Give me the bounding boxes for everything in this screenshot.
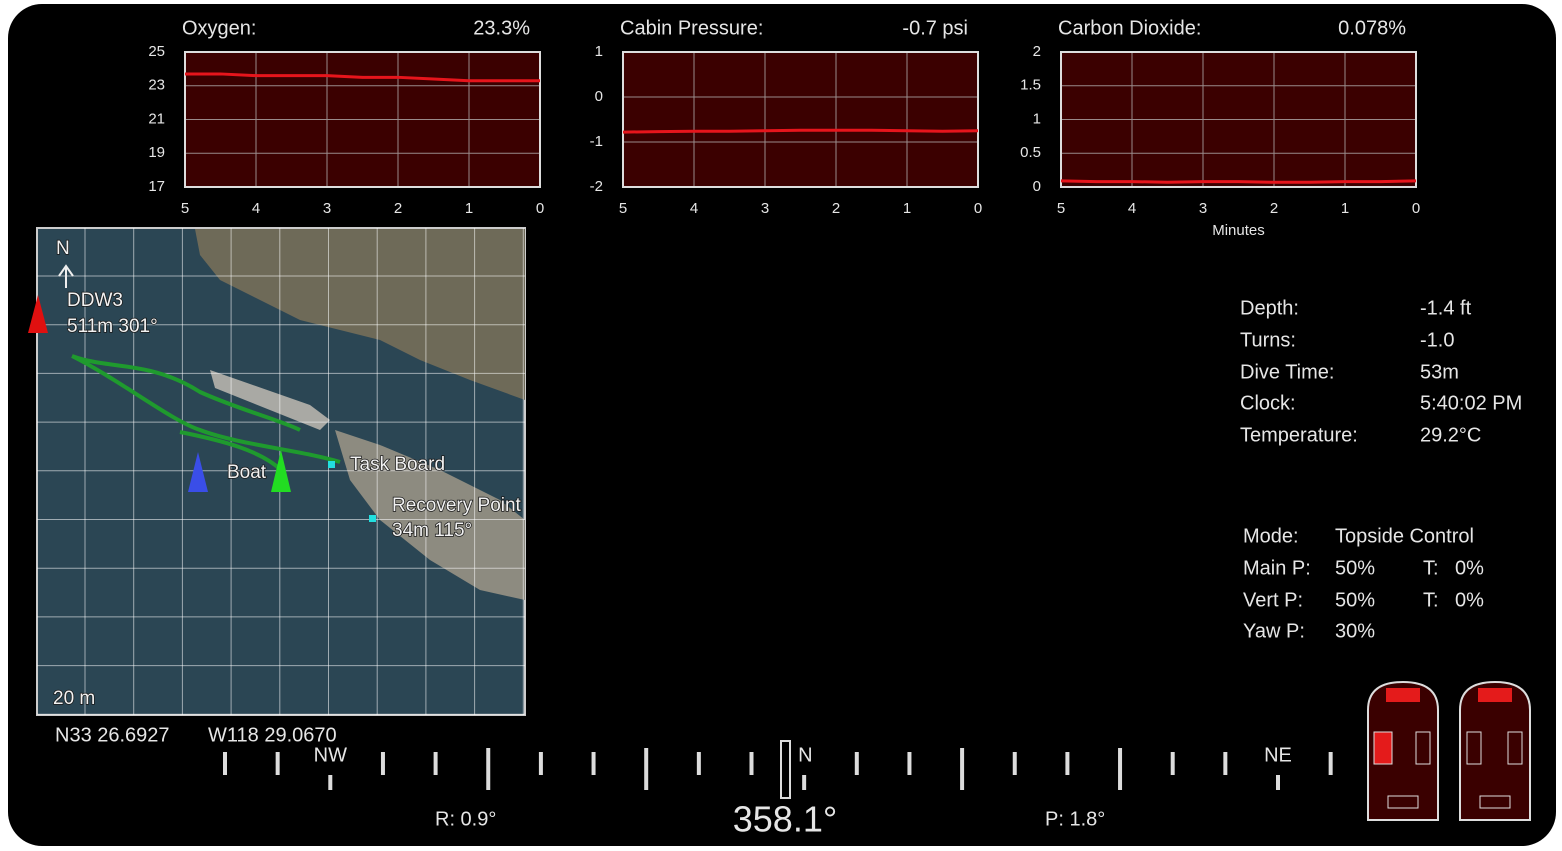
status-value: 5:40:02 PM [1420, 392, 1522, 414]
data-line [1061, 181, 1416, 182]
x-tick-label: 2 [394, 200, 402, 217]
y-tick-label: -1 [590, 133, 603, 150]
roll: R: 0.9° [435, 808, 496, 830]
map-scale: 20 m [53, 688, 95, 709]
x-tick-label: 4 [690, 200, 698, 217]
task-board-marker [328, 461, 335, 468]
thrust-value: 0% [1455, 589, 1484, 611]
thrust-label: T: [1423, 589, 1439, 611]
x-tick-label: 0 [536, 200, 544, 217]
x-tick-label: 3 [1199, 200, 1207, 217]
power-value: 50% [1335, 589, 1375, 611]
power-label: Vert P: [1243, 589, 1303, 611]
y-tick-label: 1 [1033, 110, 1041, 127]
waypoint-name: Boat [227, 462, 267, 483]
x-tick-label: 1 [903, 200, 911, 217]
x-axis-label: Minutes [1212, 222, 1265, 239]
waypoint-info: 34m 115° [392, 520, 472, 541]
y-tick-label: 19 [148, 144, 165, 161]
chart-title: Cabin Pressure: [620, 17, 763, 39]
status-value: -1.4 ft [1420, 297, 1472, 319]
x-tick-label: 5 [619, 200, 627, 217]
y-tick-label: 25 [148, 43, 165, 60]
y-tick-label: 1.5 [1020, 77, 1041, 94]
thruster [1386, 688, 1420, 702]
y-tick-label: 0.5 [1020, 144, 1041, 161]
cardinal-label: N [798, 744, 812, 766]
x-tick-label: 0 [1412, 200, 1420, 217]
north-label: N [56, 238, 70, 259]
y-tick-label: 21 [148, 110, 165, 127]
thruster [1478, 688, 1512, 702]
dashboard: N DDW3 511m 301° Boat Task Board Recover… [0, 0, 1562, 851]
power-label: Yaw P: [1243, 620, 1305, 642]
x-tick-label: 5 [181, 200, 189, 217]
waypoint-name: DDW3 [67, 290, 123, 311]
chart-title: Carbon Dioxide: [1058, 17, 1201, 39]
longitude: W118 29.0670 [208, 724, 337, 746]
thrust-label: T: [1423, 557, 1439, 579]
x-tick-label: 4 [252, 200, 260, 217]
x-tick-label: 3 [323, 200, 331, 217]
map: N DDW3 511m 301° Boat Task Board Recover… [28, 228, 525, 715]
chart-reading: 0.078% [1338, 17, 1406, 39]
status-value: 53m [1420, 361, 1459, 383]
cardinal-label: NE [1264, 744, 1292, 766]
y-tick-label: -2 [590, 178, 603, 195]
waypoint-name: Recovery Point [392, 495, 522, 516]
cardinal-label: NW [314, 744, 347, 766]
chart-title: Oxygen: [182, 17, 256, 39]
x-tick-label: 1 [1341, 200, 1349, 217]
power-value: 50% [1335, 557, 1375, 579]
y-tick-label: 23 [148, 77, 165, 94]
vehicle-outline [1460, 682, 1530, 820]
heading: 358.1° [733, 799, 837, 840]
x-tick-label: 2 [832, 200, 840, 217]
thruster [1374, 732, 1392, 764]
chart-reading: 23.3% [473, 17, 530, 39]
status-label: Dive Time: [1240, 361, 1334, 383]
power-label: Main P: [1243, 557, 1311, 579]
x-tick-label: 4 [1128, 200, 1136, 217]
latitude: N33 26.6927 [55, 724, 170, 746]
plot-area [623, 52, 978, 187]
y-tick-label: 0 [1033, 178, 1041, 195]
mode-value: Topside Control [1335, 525, 1474, 547]
y-tick-label: 0 [595, 88, 603, 105]
status-label: Clock: [1240, 392, 1296, 414]
thrust-value: 0% [1455, 557, 1484, 579]
y-tick-label: 17 [148, 178, 165, 195]
x-tick-label: 2 [1270, 200, 1278, 217]
waypoint-name: Task Board [350, 454, 445, 475]
waypoint-info: 511m 301° [67, 316, 158, 337]
pitch: P: 1.8° [1045, 808, 1105, 830]
y-tick-label: 1 [595, 43, 603, 60]
x-tick-label: 5 [1057, 200, 1065, 217]
status-value: -1.0 [1420, 329, 1454, 351]
mode-label: Mode: [1243, 525, 1299, 547]
status-label: Temperature: [1240, 424, 1358, 446]
recovery-marker [369, 515, 376, 522]
status-label: Turns: [1240, 329, 1296, 351]
y-tick-label: 2 [1033, 43, 1041, 60]
status-value: 29.2°C [1420, 424, 1481, 446]
x-tick-label: 0 [974, 200, 982, 217]
chart-reading: -0.7 psi [902, 17, 968, 39]
power-value: 30% [1335, 620, 1375, 642]
x-tick-label: 3 [761, 200, 769, 217]
status-label: Depth: [1240, 297, 1299, 319]
x-tick-label: 1 [465, 200, 473, 217]
